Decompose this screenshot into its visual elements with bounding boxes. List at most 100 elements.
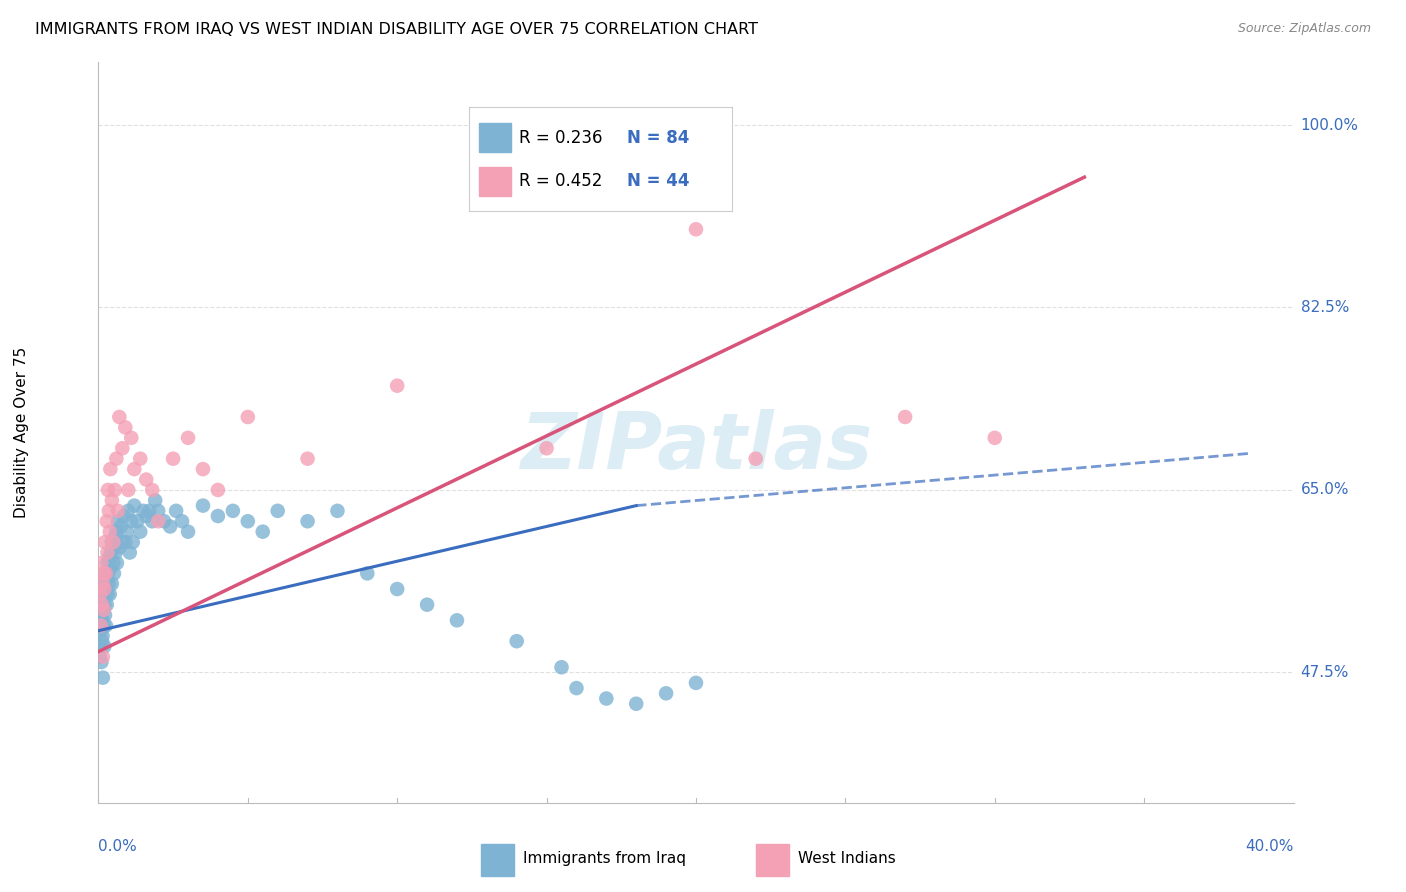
- Point: [90, 624, 112, 638]
- Bar: [479, 167, 510, 196]
- Point: [93, 598, 115, 612]
- Point: [97, 483, 120, 497]
- Point: [120, 431, 142, 445]
- Point: [98, 561, 122, 575]
- Text: 65.0%: 65.0%: [1301, 483, 1348, 498]
- Point: [89, 640, 111, 654]
- Point: [93, 640, 115, 654]
- Point: [90, 618, 112, 632]
- Bar: [479, 123, 510, 153]
- Point: [93, 618, 115, 632]
- Point: [104, 483, 127, 497]
- Point: [90, 608, 112, 623]
- Text: ZIPatlas: ZIPatlas: [520, 409, 872, 485]
- Point: [177, 524, 200, 539]
- Point: [124, 462, 146, 476]
- Point: [91, 603, 114, 617]
- Point: [129, 451, 152, 466]
- Point: [89, 587, 111, 601]
- Point: [104, 530, 127, 544]
- Point: [143, 493, 166, 508]
- Point: [89, 649, 111, 664]
- Point: [98, 524, 121, 539]
- Point: [93, 603, 115, 617]
- Point: [101, 535, 124, 549]
- Point: [93, 582, 115, 596]
- Point: [108, 541, 131, 555]
- Point: [96, 514, 118, 528]
- Point: [141, 514, 163, 528]
- Text: R = 0.236: R = 0.236: [519, 129, 602, 147]
- Text: Immigrants from Iraq: Immigrants from Iraq: [523, 851, 686, 866]
- Point: [129, 524, 152, 539]
- Point: [97, 566, 120, 581]
- Text: 82.5%: 82.5%: [1301, 300, 1348, 315]
- Text: IMMIGRANTS FROM IRAQ VS WEST INDIAN DISABILITY AGE OVER 75 CORRELATION CHART: IMMIGRANTS FROM IRAQ VS WEST INDIAN DISA…: [35, 22, 758, 37]
- Point: [117, 504, 139, 518]
- Point: [91, 671, 114, 685]
- Point: [107, 504, 129, 518]
- Point: [94, 535, 117, 549]
- Point: [356, 566, 378, 581]
- Point: [94, 608, 117, 623]
- Point: [894, 409, 917, 424]
- Point: [96, 587, 118, 601]
- Point: [98, 462, 122, 476]
- Point: [104, 545, 127, 559]
- Point: [91, 634, 114, 648]
- Text: West Indians: West Indians: [797, 851, 896, 866]
- Point: [385, 582, 409, 596]
- Point: [103, 566, 125, 581]
- Point: [165, 504, 187, 518]
- Point: [96, 556, 118, 570]
- Point: [135, 473, 157, 487]
- Point: [96, 545, 118, 559]
- Point: [105, 556, 128, 570]
- Point: [127, 514, 149, 528]
- Point: [97, 504, 120, 518]
- Point: [105, 451, 128, 466]
- Point: [655, 686, 678, 700]
- Point: [107, 514, 129, 528]
- Text: Disability Age Over 75: Disability Age Over 75: [14, 347, 28, 518]
- Point: [624, 697, 647, 711]
- Point: [326, 504, 349, 518]
- Point: [117, 483, 139, 497]
- Text: N = 84: N = 84: [627, 129, 689, 147]
- Point: [745, 451, 768, 466]
- Point: [141, 483, 163, 497]
- Point: [138, 504, 160, 518]
- Point: [595, 691, 617, 706]
- Point: [94, 618, 117, 632]
- Point: [252, 524, 274, 539]
- Point: [91, 629, 114, 643]
- Point: [97, 577, 120, 591]
- Point: [222, 504, 245, 518]
- Text: 40.0%: 40.0%: [1246, 839, 1294, 855]
- Point: [91, 613, 114, 627]
- Point: [105, 524, 128, 539]
- Point: [96, 598, 118, 612]
- Point: [110, 519, 132, 533]
- Point: [120, 514, 142, 528]
- Point: [97, 550, 120, 565]
- Point: [124, 499, 146, 513]
- Point: [172, 514, 194, 528]
- Point: [236, 514, 259, 528]
- Point: [983, 431, 1005, 445]
- Text: Source: ZipAtlas.com: Source: ZipAtlas.com: [1237, 22, 1371, 36]
- Point: [103, 535, 125, 549]
- Point: [90, 655, 112, 669]
- Point: [103, 556, 125, 570]
- Point: [446, 613, 468, 627]
- Point: [91, 577, 114, 591]
- Point: [159, 519, 181, 533]
- Point: [94, 566, 117, 581]
- Point: [90, 556, 112, 570]
- Point: [91, 598, 114, 612]
- Point: [100, 545, 122, 559]
- Point: [94, 582, 117, 596]
- Text: N = 44: N = 44: [627, 172, 689, 191]
- Point: [112, 509, 135, 524]
- Point: [89, 618, 111, 632]
